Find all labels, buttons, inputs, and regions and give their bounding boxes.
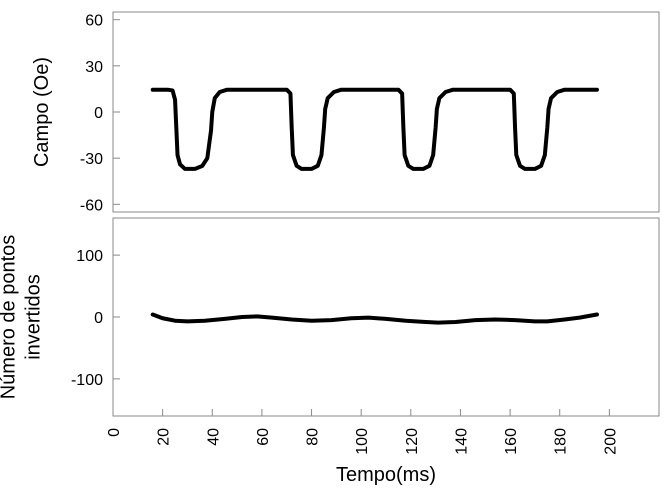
y-tick-label: 30	[85, 59, 103, 76]
y-tick-label: -30	[80, 151, 103, 168]
shared-x-axis: 0 20 40 60 80 100 120 140 160 180 200 Tempo(ms)	[106, 409, 619, 486]
series-line	[150, 87, 599, 171]
x-tick-label: 40	[205, 428, 222, 446]
y-tick-label: 100	[76, 248, 103, 265]
series-line	[150, 312, 599, 325]
panel-campo: 60 30 0 -30 -60 Campo (Oe)	[31, 11, 660, 214]
x-tick-label: 160	[503, 428, 520, 455]
x-tick-label: 140	[453, 428, 470, 455]
y-tick-label: 0	[94, 310, 103, 327]
x-tick-label: 60	[255, 428, 272, 446]
x-tick-label: 120	[404, 428, 421, 455]
plot-frame	[112, 11, 660, 213]
x-tick-label: 0	[106, 428, 123, 437]
y-tick-label: 0	[94, 105, 103, 122]
x-tick-label: 100	[354, 428, 371, 455]
y-tick-label: -100	[71, 372, 103, 389]
x-axis-title: Tempo(ms)	[336, 464, 436, 486]
x-tick-label: 180	[553, 428, 570, 455]
y-axis-title: Campo (Oe)	[31, 57, 53, 167]
x-tick-label: 20	[156, 428, 173, 446]
x-tick-label: 80	[305, 428, 322, 446]
y-tick-label: -60	[80, 197, 103, 214]
x-tick-label: 200	[602, 428, 619, 455]
y-axis-title: Número de pontos	[0, 235, 20, 400]
y-tick-label: 60	[85, 13, 103, 30]
y-axis-title: invertidos	[23, 274, 45, 360]
